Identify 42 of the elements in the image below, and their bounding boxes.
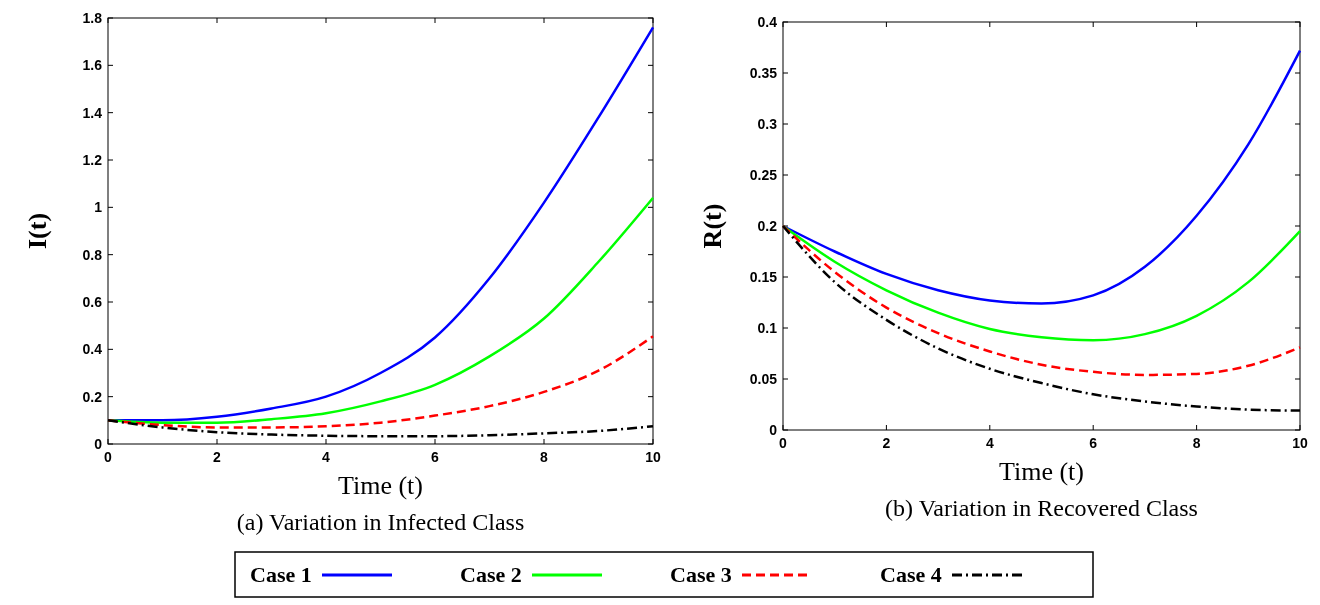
x-tick-label: 6: [431, 449, 440, 465]
line-series: [781, 224, 1302, 377]
y-tick-label: 1.8: [82, 10, 103, 26]
y-tick-label: 0.1: [757, 320, 778, 336]
x-tick-label: 2: [882, 435, 891, 451]
x-tick-label: 0: [779, 435, 788, 451]
legend-label: Case 3: [670, 562, 732, 587]
x-tick-label: 10: [1292, 435, 1308, 451]
line-series: [781, 49, 1302, 305]
y-tick-label: 1.4: [82, 104, 103, 121]
y-tick-label: 0.05: [749, 371, 778, 387]
legend-label: Case 1: [250, 562, 312, 587]
x-tick-label: 2: [213, 449, 222, 465]
y-axis-title: I(t): [23, 212, 52, 250]
legend-label: Case 4: [880, 562, 942, 587]
y-tick-label: 1: [94, 199, 103, 216]
y-tick-label: 0.25: [749, 167, 778, 183]
text: (a) Variation in Infected Class: [236, 509, 525, 535]
x-axis-title: Time (t): [999, 457, 1084, 486]
x-tick-label: 8: [540, 449, 549, 465]
x-tick-label: 10: [645, 449, 661, 465]
y-axis-title: R(t): [698, 203, 727, 249]
y-tick-label: 0.6: [82, 294, 103, 310]
y-tick-label: 0.2: [757, 218, 778, 234]
y-tick-label: 1.2: [82, 152, 103, 168]
x-tick-label: 8: [1192, 435, 1201, 451]
y-tick-label: 0.2: [82, 388, 103, 405]
y-tick-label: 0: [769, 422, 778, 438]
x-tick-label: 0: [104, 449, 113, 465]
x-axis-title: Time (t): [338, 471, 423, 500]
x-tick-label: 4: [985, 435, 994, 451]
text: (b) Variation in Recovered Class: [885, 495, 1198, 521]
y-tick-label: 0.3: [757, 116, 778, 132]
y-tick-label: 0.35: [749, 65, 778, 81]
y-tick-label: 0.4: [757, 14, 778, 30]
x-tick-label: 4: [322, 449, 331, 465]
legend-label: Case 2: [460, 562, 522, 587]
x-tick-label: 6: [1089, 435, 1098, 451]
y-tick-label: 0.4: [82, 341, 103, 358]
y-tick-label: 0.8: [82, 246, 103, 263]
y-tick-label: 1.6: [82, 57, 103, 74]
y-tick-label: 0.15: [749, 269, 778, 285]
